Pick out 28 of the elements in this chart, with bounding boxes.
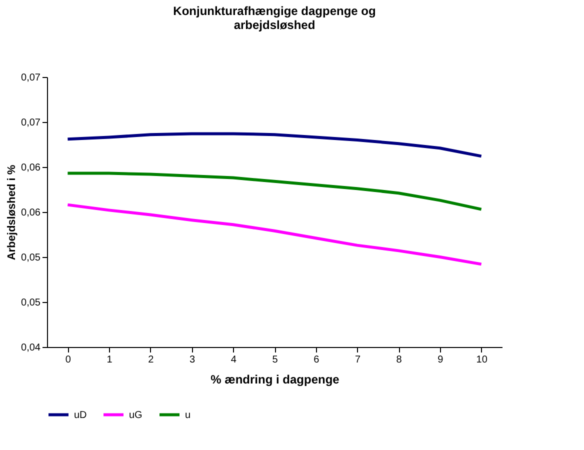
x-tick-label: 7 — [354, 354, 361, 366]
x-tick-label: 2 — [148, 354, 154, 366]
y-tick-label: 0,04 — [21, 342, 41, 354]
y-tick-label: 0,07 — [21, 72, 41, 84]
x-tick-label: 10 — [476, 354, 488, 366]
x-tick-label: 8 — [396, 354, 402, 366]
x-tick-label: 9 — [438, 354, 444, 366]
line-series — [66, 203, 483, 266]
legend-label: uD — [74, 410, 87, 421]
y-tick-label: 0,06 — [21, 208, 41, 218]
x-tick-label: 3 — [189, 354, 196, 366]
line-series — [66, 172, 483, 211]
legend-label: uG — [129, 410, 143, 421]
text: Konjunkturafhængige dagpenge og — [173, 4, 376, 18]
x-tick-label: 5 — [272, 354, 278, 366]
y-tick-label: 0,05 — [21, 252, 41, 264]
y-axis-title: Arbejdsløshed i % — [6, 164, 18, 260]
y-tick-label: 0,07 — [21, 118, 41, 128]
x-axis-title: % ændring i dagpenge — [210, 372, 340, 386]
y-tick-label: 0,06 — [21, 162, 41, 174]
x-tick-label: 0 — [65, 354, 72, 366]
text: arbejdsløshed — [234, 18, 316, 32]
legend-label: u — [185, 410, 191, 421]
x-tick-label: 1 — [106, 354, 113, 366]
x-tick-label: 4 — [230, 354, 237, 366]
x-tick-label: 6 — [314, 354, 320, 366]
y-tick-label: 0,05 — [21, 298, 41, 308]
line-series — [66, 132, 483, 158]
